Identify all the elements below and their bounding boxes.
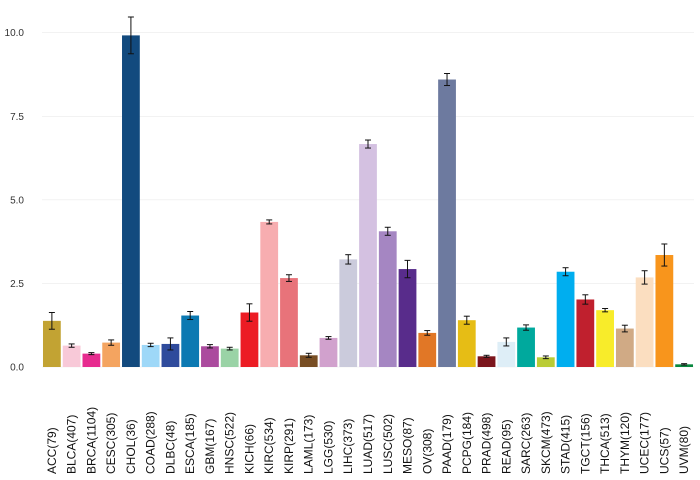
x-axis: ACC(79) BLCA(407) BRCA(1104) CESC(305) CHOL(… (45, 407, 691, 474)
y-axis: 0.0 2.5 5.0 7.5 10.0 (5, 28, 25, 373)
bar (141, 344, 160, 367)
x-tick-label: DLBC(48) (163, 421, 177, 474)
x-tick-label: THYM(120) (618, 412, 632, 474)
x-tick-label: KIRP(291) (282, 418, 296, 474)
bar (556, 271, 575, 367)
x-tick-label: KICH(66) (242, 424, 256, 474)
x-tick-label: UCEC(177) (638, 412, 652, 474)
y-tick-label: 5.0 (10, 195, 24, 206)
bar (122, 35, 140, 367)
x-tick-label: PRAD(498) (480, 413, 494, 474)
x-tick-label: LIHC(373) (341, 419, 355, 474)
bar (517, 327, 535, 367)
bar (398, 269, 417, 367)
x-tick-label: READ(95) (499, 419, 513, 474)
x-tick-label: CHOL(36) (124, 419, 138, 474)
y-tick-label: 10.0 (5, 28, 25, 39)
x-tick-label: BRCA(1104) (84, 407, 98, 474)
x-tick-label: THCA(513) (598, 413, 612, 474)
bar (576, 299, 595, 367)
bar (418, 332, 437, 367)
bar (635, 277, 654, 367)
bar (102, 342, 121, 367)
bar (82, 353, 101, 367)
y-tick-label: 0.0 (10, 363, 24, 374)
bar (675, 364, 694, 367)
x-tick-label: LGG(530) (321, 421, 335, 474)
bar (339, 259, 358, 367)
bar (181, 315, 200, 367)
bar (596, 310, 614, 367)
bar (280, 278, 298, 367)
bar (457, 320, 476, 367)
bar (536, 357, 555, 367)
bar (477, 356, 496, 367)
bar (220, 348, 239, 367)
y-tick-label: 2.5 (10, 279, 24, 290)
bar (161, 343, 180, 367)
error-bars (48, 16, 688, 366)
bar (615, 328, 634, 367)
x-tick-label: SARC(263) (519, 413, 533, 474)
x-tick-label: TGCT(156) (578, 413, 592, 474)
x-tick-label: LAML(173) (302, 415, 316, 474)
bar (260, 221, 279, 367)
bars (42, 35, 694, 367)
bar (359, 144, 377, 367)
x-tick-label: STAD(415) (559, 415, 573, 474)
bar (655, 255, 674, 367)
bar (299, 355, 318, 367)
bar (319, 337, 338, 367)
x-tick-label: ACC(79) (45, 427, 59, 474)
x-tick-label: BLCA(407) (65, 415, 79, 474)
bar (438, 79, 456, 367)
x-tick-label: UVM(80) (677, 426, 691, 474)
x-tick-label: ESCA(185) (183, 413, 197, 474)
bar (201, 346, 219, 367)
x-tick-label: UCS(57) (657, 427, 671, 474)
x-tick-label: GBM(167) (203, 419, 217, 474)
x-tick-label: MESO(87) (401, 417, 415, 474)
x-tick-label: CESC(305) (104, 413, 118, 474)
x-tick-label: SKCM(473) (539, 411, 553, 474)
x-tick-label: HNSC(522) (223, 412, 237, 474)
x-tick-label: LUSC(502) (381, 414, 395, 474)
x-tick-label: PCPG(184) (460, 412, 474, 474)
bar (62, 345, 81, 367)
bar (240, 312, 259, 367)
x-tick-label: OV(308) (420, 429, 434, 474)
bar (378, 231, 397, 367)
x-tick-label: KIRC(534) (262, 417, 276, 474)
x-tick-label: COAD(288) (144, 411, 158, 474)
x-tick-label: PAAD(179) (440, 414, 454, 474)
bar (42, 320, 61, 367)
bar (497, 341, 516, 367)
x-tick-label: LUAD(517) (361, 414, 375, 474)
y-tick-label: 7.5 (10, 112, 24, 123)
